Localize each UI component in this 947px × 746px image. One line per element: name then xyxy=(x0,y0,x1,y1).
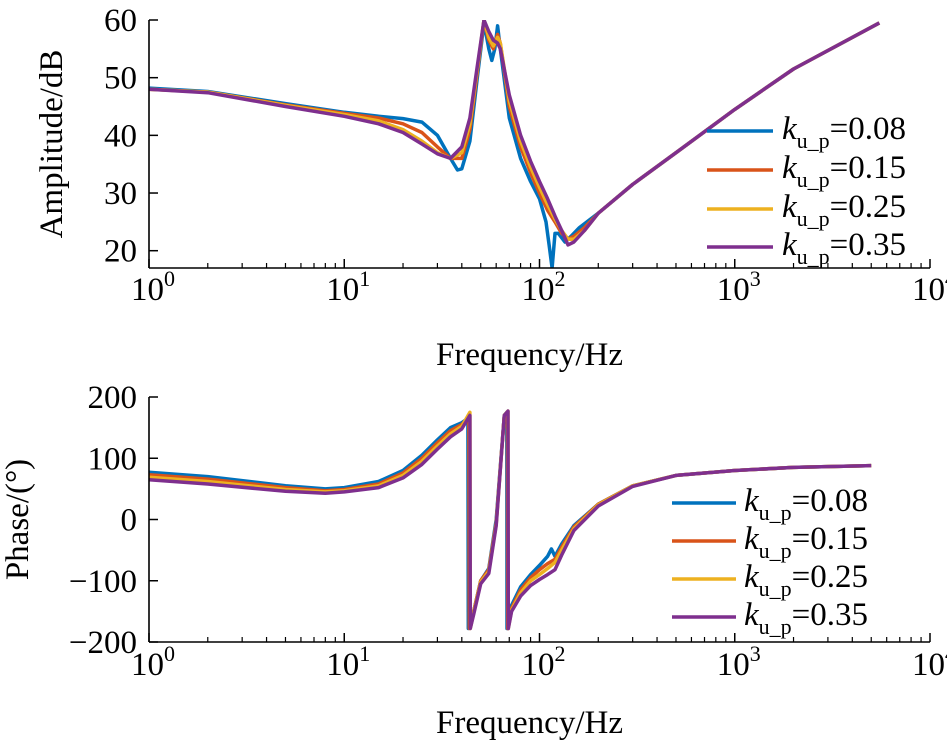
legend-label: ku_p=0.35 xyxy=(782,227,906,269)
y-tick-label: 40 xyxy=(104,118,137,154)
legend-label: ku_p=0.35 xyxy=(744,597,868,639)
series-line-4 xyxy=(149,409,872,631)
legend-label: ku_p=0.25 xyxy=(744,559,868,601)
y-tick-label: 60 xyxy=(104,3,137,39)
x-tick-label: 100 xyxy=(131,266,175,308)
series-line-1 xyxy=(149,21,881,268)
legend-label: ku_p=0.15 xyxy=(782,150,906,192)
y-tick-label: 50 xyxy=(104,61,137,97)
y-tick-label: 100 xyxy=(88,441,138,477)
x-tick-label: 102 xyxy=(522,266,566,308)
x-tick-label: 104 xyxy=(912,641,947,683)
y-tick-label: 0 xyxy=(121,503,138,539)
chart-panel-2: 100 101 102 103 104 −200 −100 0 100 200 Frequency/… xyxy=(0,380,947,741)
legend-label: ku_p=0.15 xyxy=(744,521,868,563)
x-axis-label: Frequency/Hz xyxy=(436,705,623,741)
x-tick-label: 101 xyxy=(326,266,370,308)
y-tick-label: 30 xyxy=(104,176,137,212)
legend-label: ku_p=0.25 xyxy=(782,189,906,231)
legend-label: ku_p=0.08 xyxy=(744,483,868,525)
x-tick-label: 103 xyxy=(717,641,761,683)
chart-panel-1: 100 101 102 103 104 20 30 40 50 60 Frequency/Hz Amp… xyxy=(34,3,947,373)
plot-area xyxy=(149,20,881,268)
y-axis-label: Amplitude/dB xyxy=(34,50,70,239)
y-tick-label: 200 xyxy=(88,380,138,416)
x-tick-label: 103 xyxy=(717,266,761,308)
x-tick-label: 104 xyxy=(912,266,947,308)
x-tick-label: 101 xyxy=(326,641,370,683)
plot-area xyxy=(149,409,872,631)
legend-label: ku_p=0.08 xyxy=(782,111,906,153)
y-tick-label: −100 xyxy=(69,564,137,600)
y-tick-label: 20 xyxy=(104,234,137,270)
x-axis-label: Frequency/Hz xyxy=(436,337,623,373)
series-line-4 xyxy=(149,20,881,247)
x-tick-label: 100 xyxy=(131,641,175,683)
y-tick-label: −200 xyxy=(69,625,137,661)
y-axis-label: Phase/(°) xyxy=(0,459,36,580)
x-tick-label: 102 xyxy=(522,641,566,683)
